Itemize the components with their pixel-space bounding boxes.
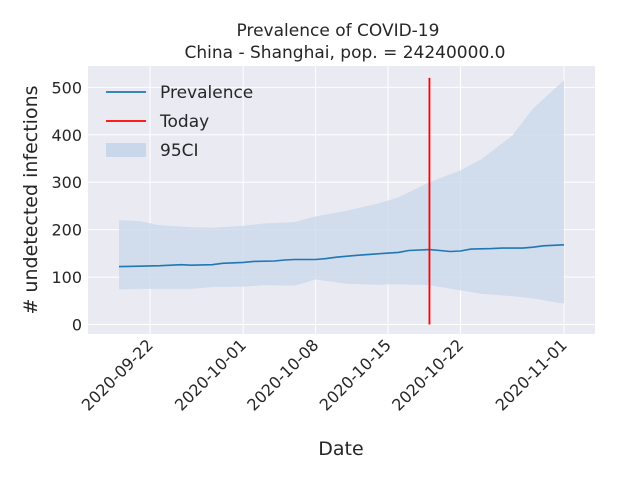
x-axis-label: Date (318, 438, 363, 460)
y-axis-label: # undetected infections (20, 85, 42, 314)
y-tick-label: 300 (51, 173, 82, 192)
x-tick-label: 2020-10-15 (316, 335, 395, 414)
y-tick-label: 100 (51, 268, 82, 287)
legend-label-ci: 95CI (160, 141, 199, 161)
x-tick-label: 2020-09-22 (78, 335, 157, 414)
legend: Prevalence Today 95CI (106, 83, 253, 161)
x-tick-label: 2020-10-22 (388, 335, 467, 414)
legend-label-today: Today (159, 112, 209, 132)
y-tick-label: 500 (51, 78, 82, 97)
ci-band-95 (119, 80, 564, 304)
y-tick-label: 200 (51, 221, 82, 240)
x-tick-label: 2020-11-01 (492, 335, 571, 414)
x-tick-label: 2020-10-08 (243, 335, 322, 414)
y-tick-label: 400 (51, 126, 82, 145)
x-tick-label: 2020-10-01 (171, 335, 250, 414)
chart-title: Prevalence of COVID-19 (237, 21, 440, 41)
chart-subtitle: China - Shanghai, pop. = 24240000.0 (185, 43, 506, 63)
prevalence-line (118, 244, 565, 268)
legend-swatch-ci (106, 143, 146, 157)
legend-label-prevalence: Prevalence (160, 83, 253, 103)
y-tick-label: 0 (72, 316, 82, 335)
